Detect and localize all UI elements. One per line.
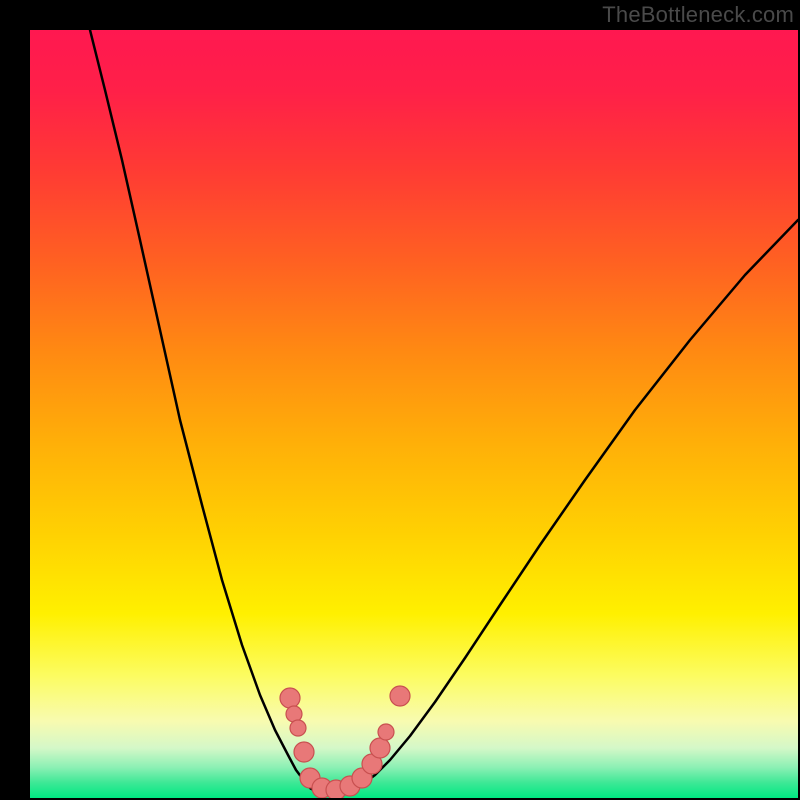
plot-area bbox=[30, 30, 798, 798]
chart-frame: TheBottleneck.com bbox=[0, 0, 800, 800]
watermark-text: TheBottleneck.com bbox=[602, 2, 794, 28]
gradient-background bbox=[30, 30, 798, 798]
marker-point bbox=[378, 724, 394, 740]
marker-point bbox=[280, 688, 300, 708]
marker-point bbox=[290, 720, 306, 736]
marker-point bbox=[294, 742, 314, 762]
marker-point bbox=[370, 738, 390, 758]
marker-point bbox=[390, 686, 410, 706]
plot-svg bbox=[30, 30, 798, 798]
